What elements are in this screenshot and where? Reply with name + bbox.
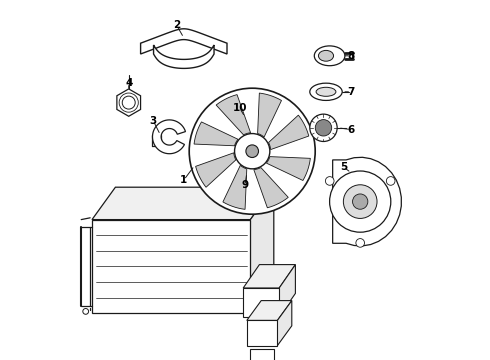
Polygon shape xyxy=(243,265,295,288)
Text: 7: 7 xyxy=(347,87,355,97)
Polygon shape xyxy=(267,157,310,180)
Polygon shape xyxy=(153,45,214,68)
Polygon shape xyxy=(152,120,186,154)
Circle shape xyxy=(330,171,391,232)
Polygon shape xyxy=(269,115,309,150)
Polygon shape xyxy=(194,122,238,146)
Text: 1: 1 xyxy=(180,175,188,185)
Circle shape xyxy=(352,194,368,209)
Polygon shape xyxy=(277,301,292,346)
Circle shape xyxy=(315,120,332,136)
Text: 6: 6 xyxy=(347,125,355,135)
Ellipse shape xyxy=(310,83,342,100)
Polygon shape xyxy=(333,157,401,246)
Polygon shape xyxy=(141,29,227,54)
Circle shape xyxy=(310,114,337,141)
Polygon shape xyxy=(216,95,250,135)
Polygon shape xyxy=(279,265,295,317)
Circle shape xyxy=(356,239,365,247)
Polygon shape xyxy=(196,153,236,187)
Ellipse shape xyxy=(316,87,336,96)
Polygon shape xyxy=(250,349,274,360)
Polygon shape xyxy=(258,93,281,137)
Text: 10: 10 xyxy=(232,103,247,113)
Text: 5: 5 xyxy=(341,162,347,172)
Polygon shape xyxy=(254,167,288,208)
Text: 8: 8 xyxy=(347,51,355,61)
Circle shape xyxy=(122,96,135,109)
Ellipse shape xyxy=(318,50,334,61)
Polygon shape xyxy=(247,301,292,320)
Circle shape xyxy=(189,88,315,214)
Circle shape xyxy=(235,134,270,169)
Polygon shape xyxy=(92,220,250,313)
Polygon shape xyxy=(223,165,247,210)
Text: 9: 9 xyxy=(242,180,248,190)
Text: 3: 3 xyxy=(149,116,157,126)
Circle shape xyxy=(325,177,334,185)
Circle shape xyxy=(343,185,377,219)
Polygon shape xyxy=(117,89,141,116)
Circle shape xyxy=(386,177,395,185)
Text: 2: 2 xyxy=(173,20,180,30)
Polygon shape xyxy=(92,187,274,220)
Text: 4: 4 xyxy=(125,78,132,88)
Ellipse shape xyxy=(314,46,345,66)
Polygon shape xyxy=(243,288,279,317)
Circle shape xyxy=(246,145,259,158)
Polygon shape xyxy=(247,320,277,346)
Polygon shape xyxy=(250,187,274,313)
